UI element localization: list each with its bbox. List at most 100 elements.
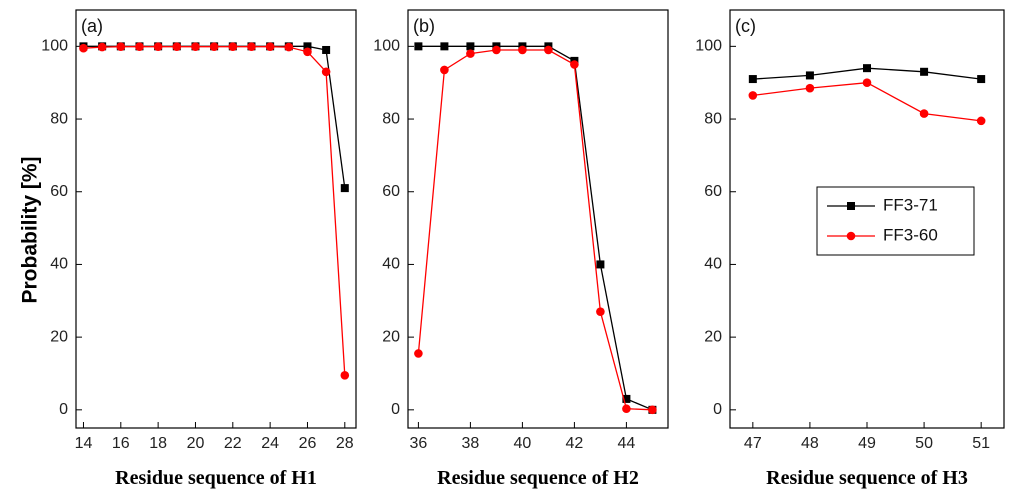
data-point: [440, 65, 449, 75]
panel-a: 0 20 40 60 80 100 14 16 18 20 22 24 26 28 (a) Residue s…: [41, 9, 357, 489]
panel-label: (b): [413, 16, 435, 36]
data-point: [209, 42, 219, 52]
y-tick-label: 40: [382, 256, 400, 273]
y-tick-label: 0: [713, 401, 722, 418]
x-tick-label: 14: [75, 435, 93, 452]
x-tick-label: 18: [149, 435, 167, 452]
data-point: [570, 60, 579, 69]
legend-marker: [846, 231, 856, 241]
data-point: [622, 404, 631, 414]
x-axis-label: Residue sequence of H3: [766, 467, 968, 489]
series-line: [752, 82, 982, 122]
data-point: [863, 64, 871, 73]
data-point: [466, 49, 475, 58]
y-tick-label: 20: [382, 328, 400, 345]
data-point: [322, 45, 331, 54]
x-tick-label: 38: [462, 435, 480, 452]
series-ff3-71: [414, 42, 657, 414]
data-point: [303, 42, 312, 51]
y-tick-label: 20: [50, 328, 68, 345]
x-tick-label: 36: [410, 435, 428, 452]
data-point: [976, 116, 986, 126]
data-point: [805, 71, 814, 80]
y-tick-label: 80: [704, 110, 722, 127]
data-point: [191, 42, 200, 52]
x-tick-label: 48: [801, 435, 819, 452]
data-point: [862, 78, 872, 87]
data-point: [303, 47, 312, 57]
data-point: [97, 42, 107, 52]
plot-frame: [75, 9, 357, 429]
data-point: [340, 370, 350, 380]
data-point: [622, 394, 631, 403]
data-point: [748, 75, 757, 84]
x-tick-label: 42: [566, 435, 584, 452]
series-line: [417, 49, 653, 411]
data-point: [284, 42, 294, 52]
y-tick-label: 40: [704, 256, 722, 273]
y-tick-label: 100: [41, 38, 68, 55]
x-tick-label: 50: [915, 435, 933, 452]
data-point: [172, 42, 182, 52]
y-axis-label: Probability [%]: [19, 156, 42, 303]
y-tick-label: 60: [704, 183, 722, 200]
x-tick-label: 24: [261, 435, 279, 452]
data-point: [321, 67, 331, 77]
x-axis-label: Residue sequence of H1: [115, 467, 317, 489]
data-point: [247, 42, 256, 52]
data-point: [414, 349, 423, 358]
data-point: [544, 45, 553, 55]
data-point: [977, 75, 986, 84]
series-line: [83, 46, 346, 376]
x-tick-label: 47: [744, 435, 762, 452]
data-point: [492, 45, 501, 55]
y-tick-label: 20: [704, 328, 722, 345]
data-point: [518, 45, 527, 55]
panel-c: 0 20 40 60 80 100 47 48 49 50 51 (c) Residue sequenc…: [695, 9, 1005, 489]
series-line: [83, 45, 346, 189]
series-ff3-71: [79, 42, 349, 193]
y-tick-label: 0: [391, 401, 400, 418]
plot-frame: [407, 9, 669, 429]
series-ff3-60: [79, 42, 350, 380]
x-axis-label: Residue sequence of H2: [437, 467, 639, 489]
y-tick-label: 80: [382, 110, 400, 127]
data-point: [116, 42, 126, 52]
x-tick-label: 44: [618, 435, 636, 452]
data-point: [153, 42, 163, 52]
x-tick-label: 49: [858, 435, 876, 452]
y-tick-label: 100: [695, 38, 722, 55]
x-tick-label: 51: [972, 435, 990, 452]
data-point: [79, 43, 88, 53]
series-line: [418, 45, 653, 411]
x-tick-label: 28: [336, 435, 354, 452]
data-point: [440, 42, 449, 51]
x-tick-label: 26: [299, 435, 317, 452]
panel-label: (c): [735, 16, 756, 36]
legend: FF3-71 FF3-60: [816, 186, 975, 256]
data-point: [414, 42, 423, 51]
series-ff3-60: [414, 45, 657, 415]
y-tick-label: 60: [50, 183, 68, 200]
data-point: [466, 42, 475, 51]
data-point: [340, 184, 349, 193]
y-tick-label: 100: [373, 38, 400, 55]
y-tick-label: 60: [382, 183, 400, 200]
x-tick-label: 16: [112, 435, 130, 452]
series-ff3-60: [748, 78, 986, 126]
legend-label: FF3-60: [883, 225, 938, 244]
data-point: [648, 405, 657, 415]
panel-label: (a): [81, 16, 103, 36]
data-point: [748, 91, 758, 100]
panel-b: 0 20 40 60 80 100 36 38 40 42 44 (b) Residue sequenc…: [373, 9, 669, 489]
y-tick-label: 80: [50, 110, 68, 127]
y-tick-label: 0: [59, 401, 68, 418]
x-tick-label: 20: [187, 435, 205, 452]
data-point: [920, 67, 929, 76]
legend-box: [816, 186, 975, 256]
data-point: [805, 83, 815, 93]
data-point: [596, 307, 605, 316]
data-point: [919, 109, 929, 118]
data-point: [228, 42, 238, 52]
